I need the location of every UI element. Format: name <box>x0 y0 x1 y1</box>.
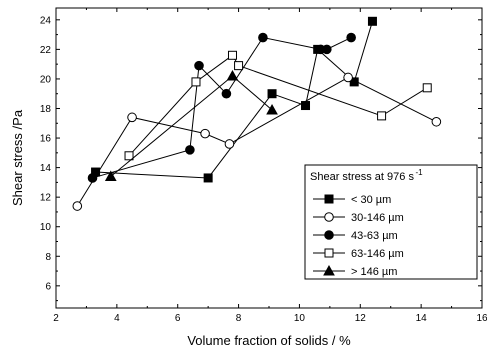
legend-item-3: 43-63 µm <box>313 230 398 242</box>
data-point <box>72 201 83 211</box>
data-point <box>422 83 432 93</box>
x-tick-label: 16 <box>476 313 487 324</box>
data-point <box>127 112 137 123</box>
legend-title: Shear stress at 976 s <box>310 171 414 183</box>
x-tick-label: 10 <box>294 313 306 324</box>
legend-box <box>304 164 478 280</box>
legend-item-2: 30-146 µm <box>313 212 404 224</box>
series-3 <box>87 32 356 183</box>
data-point <box>227 50 237 60</box>
data-point <box>431 116 442 127</box>
legend-label: > 146 µm <box>351 266 397 278</box>
data-point <box>346 32 356 43</box>
y-tick-label: 14 <box>40 163 52 174</box>
data-point <box>258 32 268 43</box>
data-point <box>266 103 278 115</box>
series-line <box>76 76 437 207</box>
data-point <box>124 151 134 161</box>
series-2 <box>72 72 442 211</box>
x-tick-label: 4 <box>114 313 120 324</box>
data-point <box>226 69 239 81</box>
x-tick-label: 14 <box>416 313 428 324</box>
data-point <box>191 77 201 87</box>
x-tick-label: 2 <box>53 313 59 324</box>
y-tick-label: 8 <box>45 252 51 263</box>
y-tick-label: 16 <box>40 134 52 145</box>
y-tick-label: 6 <box>45 281 51 292</box>
y-tick-label: 24 <box>40 15 52 26</box>
data-point <box>87 173 98 183</box>
legend-marker <box>323 264 335 276</box>
x-tick-label: 6 <box>175 313 181 324</box>
data-point <box>322 44 332 55</box>
y-tick-label: 20 <box>40 74 52 85</box>
y-axis-title: Shear stress /Pa <box>10 109 25 206</box>
data-point <box>203 173 213 183</box>
series-4 <box>124 50 432 161</box>
legend-item-5: > 146 µm <box>313 264 397 278</box>
y-tick-label: 22 <box>40 45 52 56</box>
legend-label: < 30 µm <box>351 194 391 206</box>
y-tick-label: 10 <box>40 222 52 233</box>
x-tick-label: 12 <box>355 313 367 324</box>
data-point <box>185 145 195 155</box>
legend-item-1: < 30 µm <box>313 194 391 206</box>
legend: Shear stress at 976 s -1 < 30 µm 30-146 µm 4… <box>304 164 478 280</box>
data-point <box>367 16 377 26</box>
series-1 <box>91 16 377 183</box>
series-line <box>128 54 428 157</box>
x-tick-label: 8 <box>236 313 242 324</box>
data-point <box>343 72 353 83</box>
legend-label: 43-63 µm <box>351 230 398 242</box>
data-point <box>221 88 232 99</box>
data-point <box>200 128 210 139</box>
data-point <box>194 60 204 71</box>
x-axis-title: Volume fraction of solids / % <box>187 333 351 348</box>
series-5 <box>104 69 278 181</box>
legend-title-superscript: -1 <box>415 168 423 177</box>
legend-marker <box>324 194 334 204</box>
legend-item-4: 63-146 µm <box>313 248 404 260</box>
y-tick-label: 18 <box>40 104 52 115</box>
data-point <box>104 170 117 181</box>
legend-marker <box>324 230 334 240</box>
y-tick-label: 12 <box>40 193 52 204</box>
data-point <box>267 89 277 99</box>
legend-label: 30-146 µm <box>351 212 404 224</box>
data-point <box>224 139 235 149</box>
legend-label: 63-146 µm <box>351 248 404 260</box>
data-point <box>377 111 387 121</box>
legend-marker <box>324 212 334 222</box>
data-point <box>349 77 359 87</box>
legend-marker <box>324 248 334 258</box>
data-point <box>234 61 244 71</box>
series-layer <box>72 16 442 211</box>
